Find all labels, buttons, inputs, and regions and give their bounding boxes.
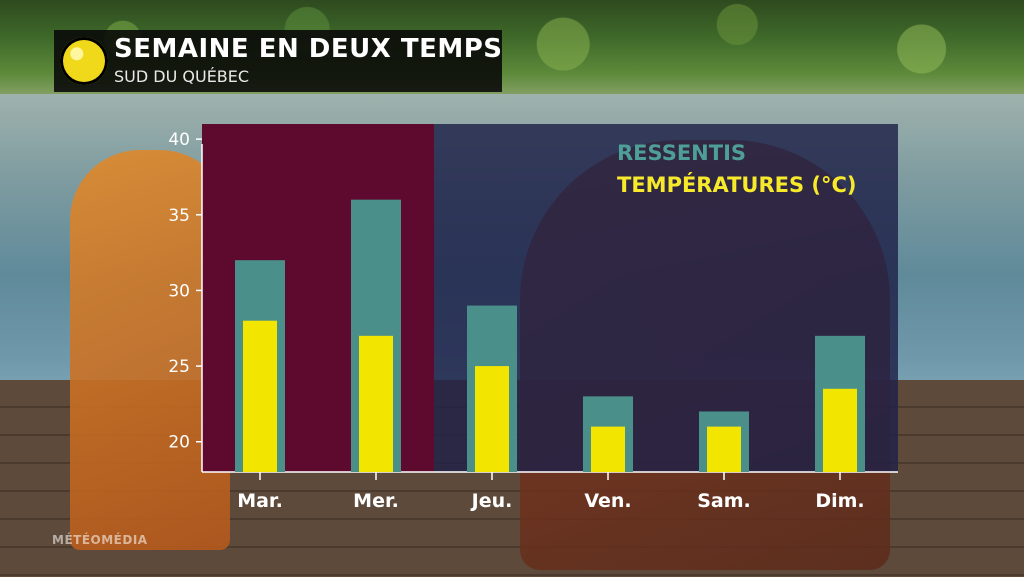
meteomedia-logo-icon [60,37,108,85]
temperature-bar [707,426,741,472]
page-subtitle: SUD DU QUÉBEC [114,67,250,86]
y-tick-label: 35 [168,206,190,226]
temperature-bar [359,335,393,472]
y-tick-label: 20 [168,433,190,453]
x-category-label: Ven. [584,490,631,512]
x-category-label: Dim. [815,490,864,512]
temperature-bar [475,366,509,472]
x-category-label: Jeu. [470,490,513,512]
temperature-bar [243,320,277,472]
temperature-bar [591,426,625,472]
title-box [54,30,502,92]
y-tick-label: 40 [168,130,190,150]
legend-temperatures: TEMPÉRATURES (°C) [617,172,857,197]
y-tick-label: 25 [168,357,190,377]
x-category-label: Mer. [353,490,399,512]
watermark: MÉTÉOMÉDIA [52,533,148,547]
x-category-label: Sam. [697,490,751,512]
temperature-bar [823,388,857,472]
x-category-label: Mar. [237,490,283,512]
legend-ressentis: RESSENTIS [617,141,746,165]
y-tick-label: 30 [168,281,190,301]
page-title: SEMAINE EN DEUX TEMPS [114,34,503,64]
